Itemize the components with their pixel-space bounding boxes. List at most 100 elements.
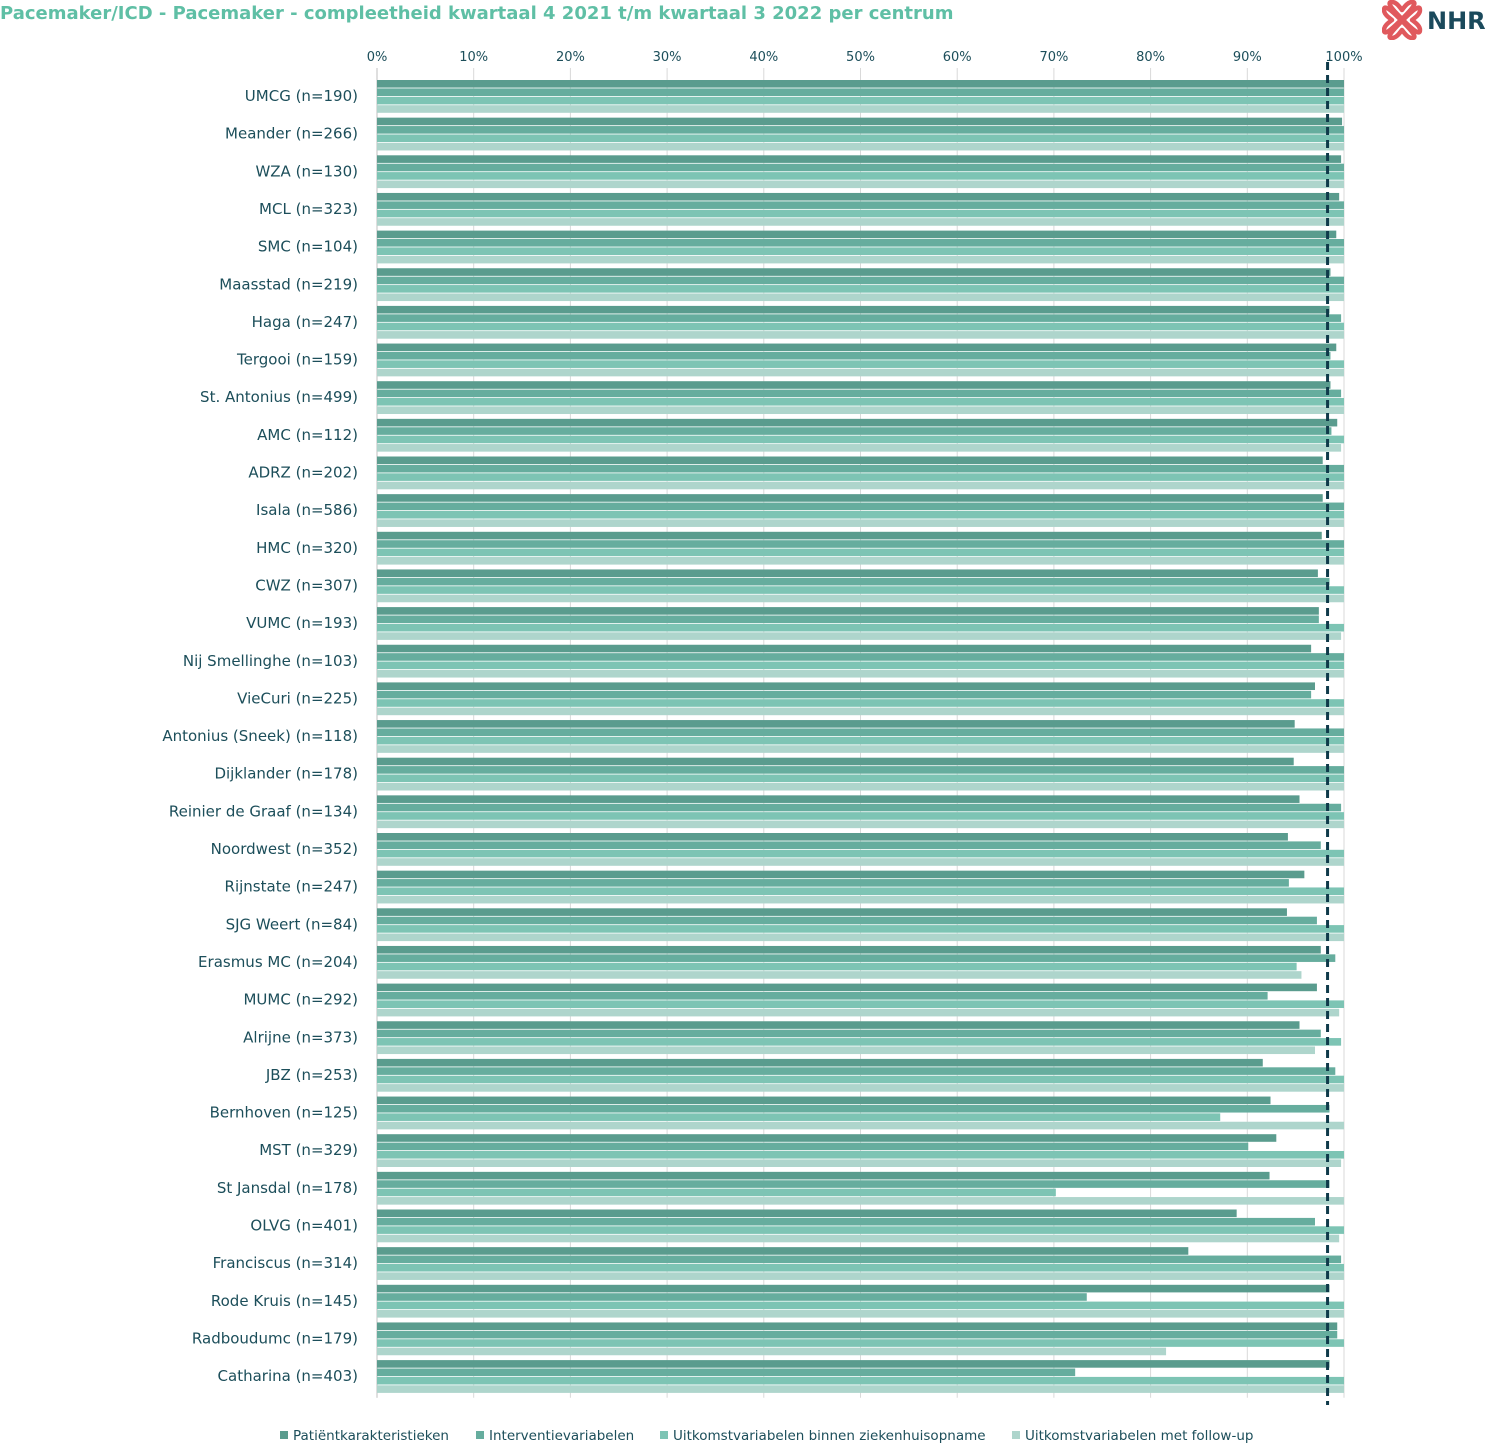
category-label: MCL (n=323) (259, 200, 358, 218)
bar (377, 1134, 1277, 1142)
x-axis-ticks: 0% 10% 20% 30% 40% 50% 60% 70% 80% 90% 100% (367, 50, 1363, 65)
bar (377, 444, 1342, 452)
bar-group (377, 757, 1344, 791)
bar (377, 406, 1344, 414)
bars (377, 80, 1344, 1393)
bar (377, 473, 1344, 481)
bar-group (377, 1058, 1344, 1092)
bar (377, 1084, 1344, 1092)
bar (377, 669, 1344, 678)
bar (377, 577, 1330, 586)
bar (377, 887, 1344, 896)
bar (377, 757, 1294, 766)
bar (377, 105, 1344, 113)
legend-swatch (1012, 1431, 1020, 1439)
bar (377, 481, 1344, 490)
bar (377, 820, 1344, 829)
bar (377, 88, 1344, 96)
bar (377, 502, 1344, 511)
bar (377, 632, 1342, 640)
bar (377, 1293, 1087, 1301)
category-label: Nij Smellinghe (n=103) (183, 652, 358, 670)
legend-item: Interventievariabelen (476, 1428, 634, 1444)
category-label: Franciscus (n=314) (213, 1254, 358, 1272)
bar (377, 510, 1344, 519)
bar (377, 833, 1288, 841)
legend-swatch (660, 1431, 668, 1439)
bar (377, 1171, 1270, 1180)
category-label: MST (n=329) (259, 1141, 358, 1159)
bar-group (377, 305, 1344, 339)
bar (377, 1284, 1330, 1293)
bar (377, 916, 1317, 925)
bar (377, 971, 1302, 979)
bar (377, 1247, 1189, 1255)
bar-group (377, 230, 1344, 264)
bar (377, 983, 1317, 992)
bar (377, 1322, 1338, 1331)
bar (377, 728, 1344, 737)
bar (377, 945, 1321, 954)
bar (377, 360, 1344, 368)
bar (377, 615, 1319, 624)
category-label: HMC (n=320) (256, 539, 358, 557)
bar (377, 1067, 1336, 1075)
legend-item: Uitkomstvariabelen binnen ziekenhuisopna… (660, 1428, 986, 1444)
x-tick-label: 70% (1039, 50, 1068, 65)
bar (377, 381, 1331, 389)
bar (377, 540, 1344, 548)
bar (377, 1046, 1315, 1055)
legend-swatch (280, 1431, 288, 1439)
bar-group (377, 80, 1344, 113)
x-tick-label: 30% (653, 50, 682, 65)
logo-text: NHR (1427, 7, 1486, 35)
bar (377, 586, 1344, 594)
bar (377, 1385, 1344, 1393)
bar (377, 268, 1331, 276)
bar (377, 1188, 1056, 1197)
category-label: OLVG (n=401) (250, 1217, 358, 1235)
bar (377, 456, 1323, 465)
category-label: SJG Weert (n=84) (226, 915, 358, 933)
bar (377, 1029, 1321, 1038)
category-label: Radboudumc (n=179) (192, 1329, 358, 1347)
category-label: Reinier de Graaf (n=134) (169, 802, 358, 820)
bar (377, 218, 1344, 226)
x-tick-label: 20% (556, 50, 585, 65)
bar-group (377, 1021, 1342, 1055)
bar-group (377, 155, 1344, 189)
category-label: SMC (n=104) (258, 238, 358, 256)
category-label: AMC (n=112) (257, 426, 358, 444)
bar (377, 569, 1318, 578)
bar (377, 305, 1330, 314)
bar (377, 1255, 1342, 1264)
bar (377, 247, 1344, 255)
bar-group (377, 870, 1344, 904)
bar (377, 1330, 1338, 1339)
category-label: Rode Kruis (n=145) (211, 1292, 358, 1310)
bar (377, 435, 1344, 444)
bar-group (377, 268, 1344, 302)
bar (377, 180, 1344, 189)
bar-group (377, 418, 1344, 452)
bar (377, 954, 1336, 962)
bar-group (377, 1322, 1344, 1356)
bar (377, 557, 1344, 565)
bar (377, 531, 1322, 540)
bar (377, 172, 1344, 180)
bar (377, 1113, 1221, 1121)
bar-group (377, 983, 1344, 1017)
bar (377, 1226, 1344, 1234)
bar-group (377, 1096, 1344, 1130)
bar (377, 1376, 1344, 1385)
bar-group (377, 569, 1344, 603)
category-label: UMCG (n=190) (245, 87, 358, 105)
category-label: Catharina (n=403) (218, 1367, 358, 1385)
bar (377, 653, 1344, 661)
category-label: CWZ (n=307) (255, 576, 358, 594)
bar (377, 1368, 1076, 1377)
category-label: Bernhoven (n=125) (210, 1104, 358, 1122)
bar (377, 661, 1344, 670)
bar (377, 322, 1344, 331)
